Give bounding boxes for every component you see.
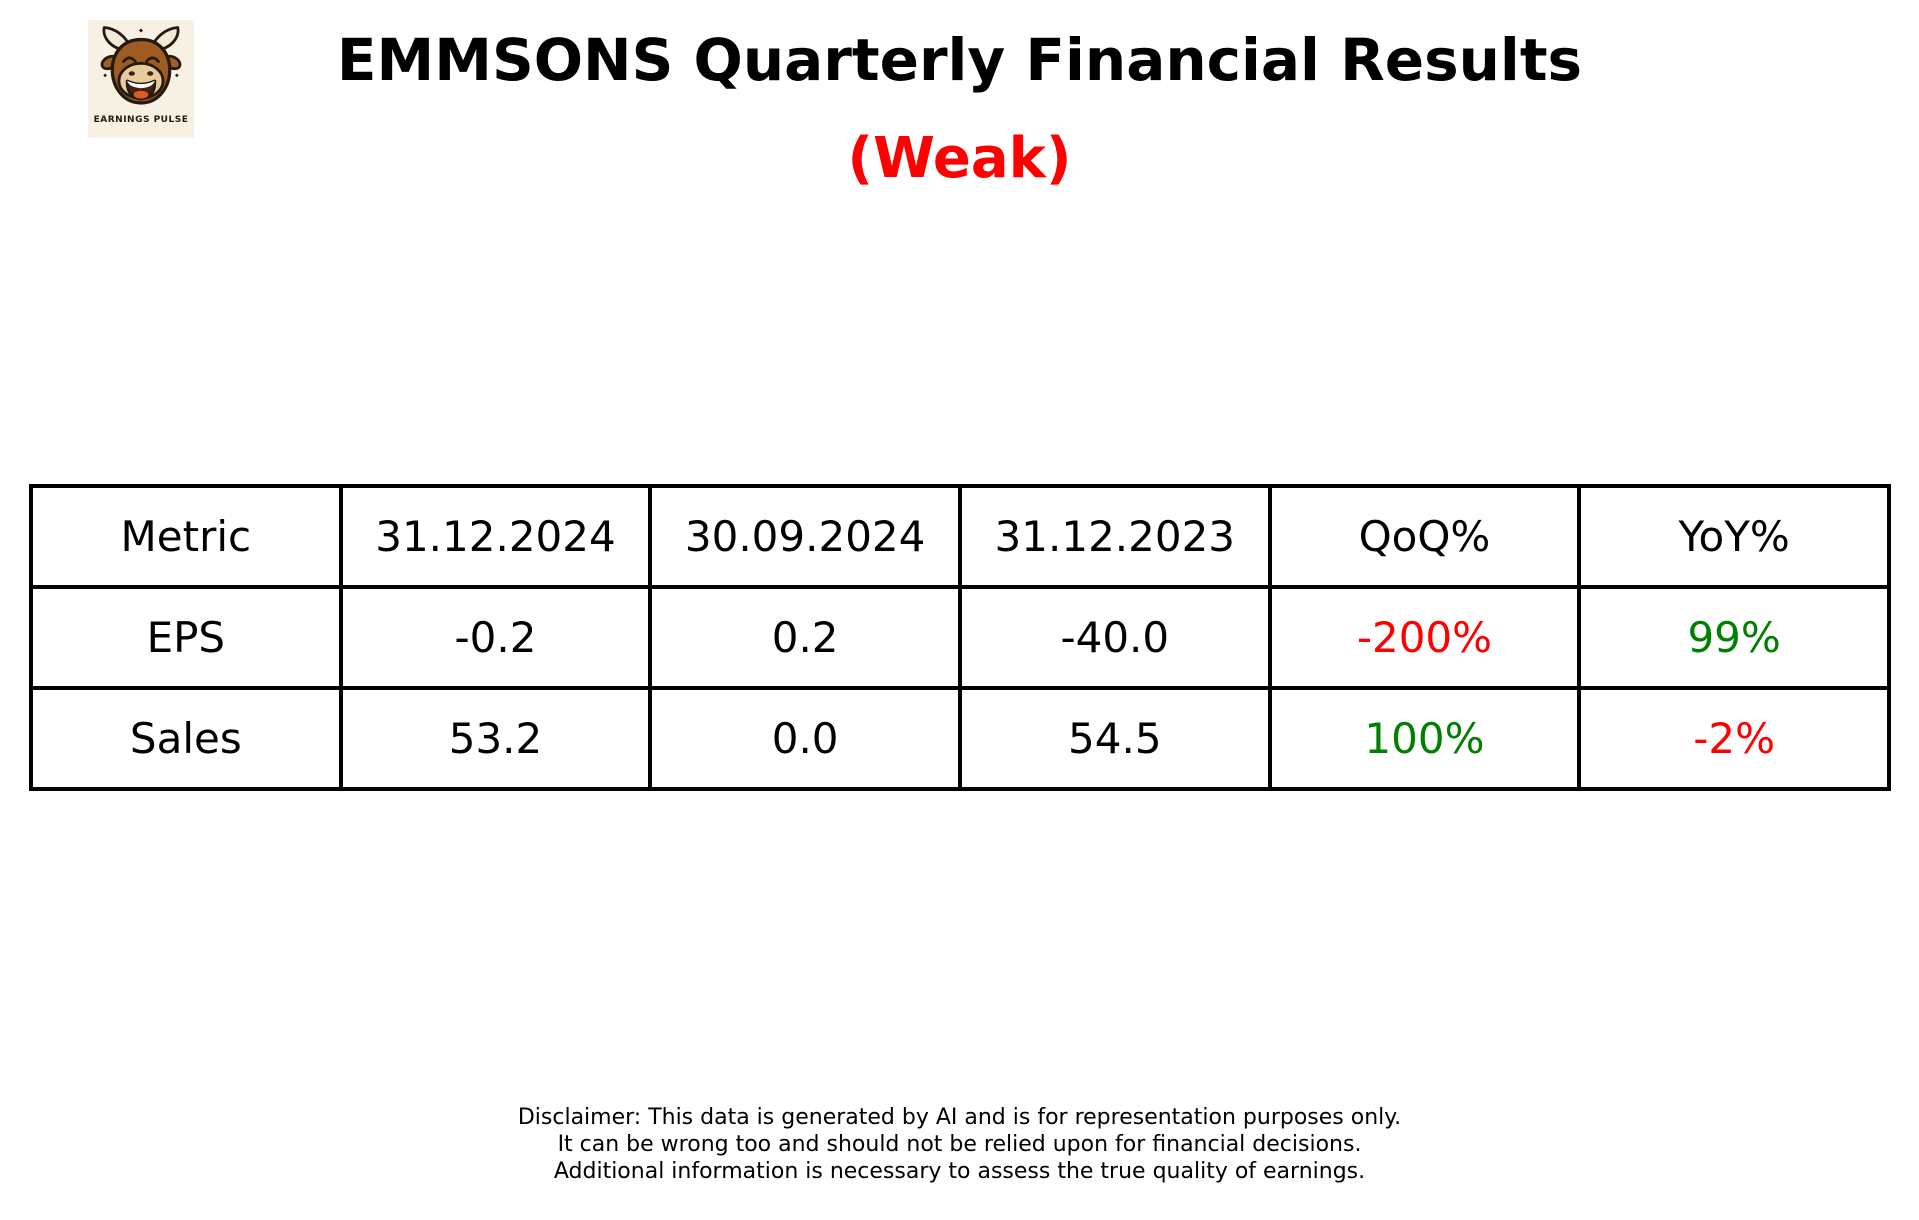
- eps-q-previous-cell: 0.2: [648, 585, 962, 690]
- disclaimer-line-2: It can be wrong too and should not be re…: [557, 1132, 1362, 1157]
- laughing-bull-icon: [100, 26, 182, 105]
- eps-q-yearago-cell: -40.0: [957, 585, 1272, 690]
- disclaimer: Disclaimer: This data is generated by AI…: [0, 1104, 1919, 1185]
- logo-brand-text: EARNINGS PULSE: [93, 115, 189, 125]
- column-header-30-09-2024: 30.09.2024: [648, 484, 962, 589]
- quarterly-results-table: Metric 31.12.2024 30.09.2024 31.12.2023 …: [29, 484, 1891, 791]
- column-header-31-12-2024: 31.12.2024: [338, 484, 653, 589]
- page-title: EMMSONS Quarterly Financial Results: [336, 26, 1583, 94]
- column-header-31-12-2023: 31.12.2023: [957, 484, 1272, 589]
- column-header-qoq: QoQ%: [1267, 484, 1582, 589]
- column-header-yoy: YoY%: [1577, 484, 1891, 589]
- sales-q-yearago-cell: 54.5: [957, 686, 1272, 791]
- sales-q-previous-cell: 0.0: [648, 686, 962, 791]
- sales-metric-cell: Sales: [29, 686, 343, 791]
- verdict-label: (Weak): [847, 126, 1072, 191]
- eps-metric-cell: EPS: [29, 585, 343, 690]
- eps-qoq-cell: -200%: [1267, 585, 1582, 690]
- column-header-metric: Metric: [29, 484, 343, 589]
- sales-yoy-cell: -2%: [1577, 686, 1891, 791]
- table-header-row: Metric 31.12.2024 30.09.2024 31.12.2023 …: [29, 484, 1891, 589]
- disclaimer-line-1: Disclaimer: This data is generated by AI…: [517, 1105, 1402, 1130]
- table-row-sales: Sales 53.2 0.0 54.5 100% -2%: [29, 686, 1891, 791]
- sales-qoq-cell: 100%: [1267, 686, 1582, 791]
- table-row-eps: EPS -0.2 0.2 -40.0 -200% 99%: [29, 585, 1891, 690]
- disclaimer-line-3: Additional information is necessary to a…: [553, 1159, 1366, 1184]
- eps-q-current-cell: -0.2: [338, 585, 653, 690]
- sales-q-current-cell: 53.2: [338, 686, 653, 791]
- earnings-pulse-logo: EARNINGS PULSE: [88, 20, 194, 138]
- eps-yoy-cell: 99%: [1577, 585, 1891, 690]
